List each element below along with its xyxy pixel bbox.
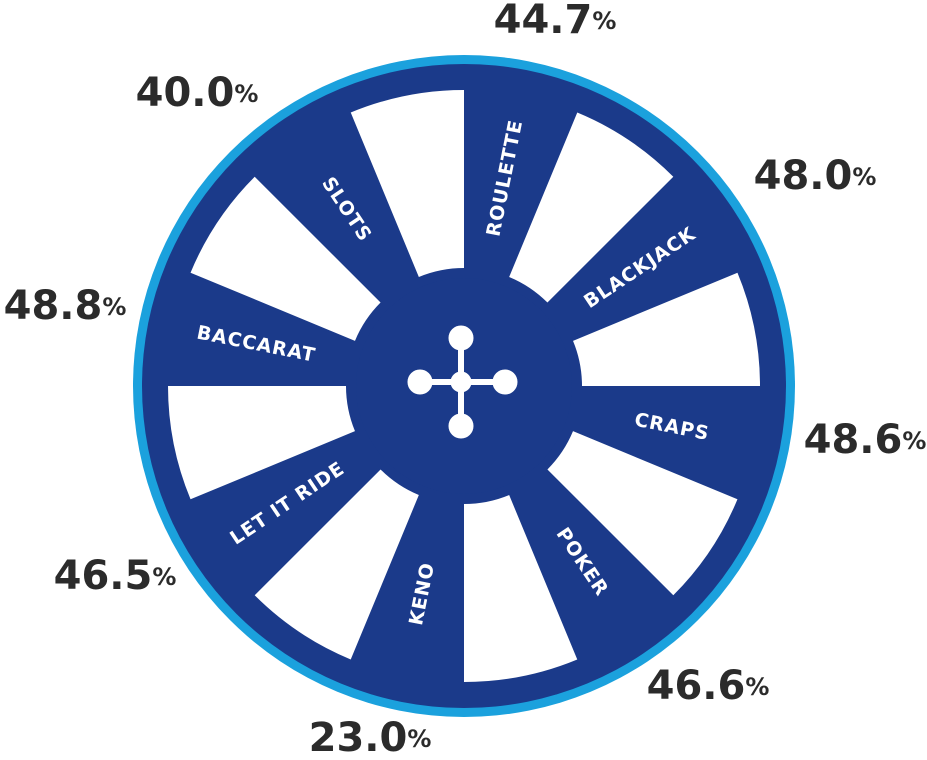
percentage-unit: %: [234, 80, 258, 108]
percentage-value: 40.0: [136, 70, 235, 116]
percentage-unit: %: [902, 427, 926, 455]
percentage-value: 44.7: [494, 0, 593, 43]
percentage: 48.6%: [804, 417, 927, 463]
wedges: [168, 90, 760, 682]
wedge: [254, 469, 419, 660]
percentage: 40.0%: [136, 70, 259, 116]
percentage: 44.7%: [494, 0, 617, 43]
percentage-value: 23.0: [309, 715, 408, 760]
percentage-unit: %: [152, 563, 176, 591]
wedge: [168, 386, 355, 500]
wedge: [464, 495, 578, 682]
wedge: [350, 90, 464, 277]
percentage: 46.5%: [54, 553, 177, 599]
percentage-unit: %: [852, 163, 876, 191]
percentage: 23.0%: [309, 715, 432, 760]
percentage-value: 48.6: [804, 417, 903, 463]
percentage-unit: %: [745, 673, 769, 701]
wedge: [573, 272, 760, 386]
wedge: [190, 176, 381, 341]
wedge: [547, 431, 738, 596]
percentage-unit: %: [592, 7, 616, 35]
wedge: [509, 112, 674, 303]
percentage: 46.6%: [647, 663, 770, 709]
percentage-value: 46.5: [54, 553, 153, 599]
percentage-value: 46.6: [647, 663, 746, 709]
percentage-unit: %: [102, 293, 126, 321]
percentage-unit: %: [407, 725, 431, 753]
percentage-value: 48.8: [4, 283, 103, 329]
hub-icon: [407, 325, 518, 439]
percentage: 48.8%: [4, 283, 127, 329]
percentage: 48.0%: [754, 153, 877, 199]
percentage-value: 48.0: [754, 153, 853, 199]
